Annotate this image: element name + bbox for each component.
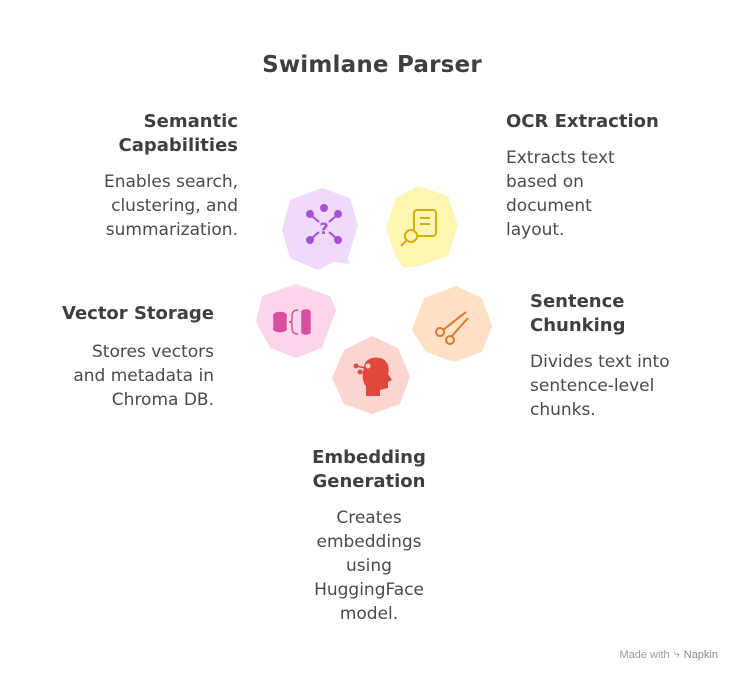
vector-storage-heading: Vector Storage [62, 303, 214, 324]
napkin-logo-icon: ⤷ [673, 648, 680, 660]
footer: Made with ⤷ Napkin [619, 648, 718, 661]
diagram-title: Swimlane Parser [262, 52, 482, 78]
network-question-icon: ? [306, 204, 342, 244]
vector-storage-description: Stores vectors and metadata in Chroma DB… [73, 342, 214, 410]
database-code-icon [273, 309, 311, 335]
document-search-icon [400, 209, 437, 247]
ocr-extraction-heading: OCR Extraction [506, 111, 659, 132]
embedding-generation-heading: Embedding Generation [312, 447, 426, 492]
semantic-capabilities-description: Enables search, clustering, and summariz… [103, 172, 238, 240]
scissors-icon [435, 311, 469, 345]
ocr-extraction-node [386, 186, 458, 268]
embedding-generation-description: Creates embeddings using HuggingFace mod… [314, 508, 424, 624]
footer-brand: Napkin [683, 648, 718, 661]
ocr-extraction-description: Extracts text based on document layout. [506, 148, 615, 240]
embedding-generation-node [332, 336, 410, 414]
sentence-chunking-node [412, 286, 492, 362]
svg-text:?: ? [319, 219, 328, 238]
semantic-capabilities-node: ? [282, 188, 358, 270]
vector-storage-node [256, 284, 336, 358]
semantic-capabilities-heading: Semantic Capabilities [118, 111, 238, 156]
head-network-icon [353, 357, 392, 396]
sentence-chunking-heading: Sentence Chunking [530, 291, 626, 336]
sentence-chunking-description: Divides text into sentence-level chunks. [530, 352, 670, 420]
footer-prefix: Made with [619, 648, 670, 661]
